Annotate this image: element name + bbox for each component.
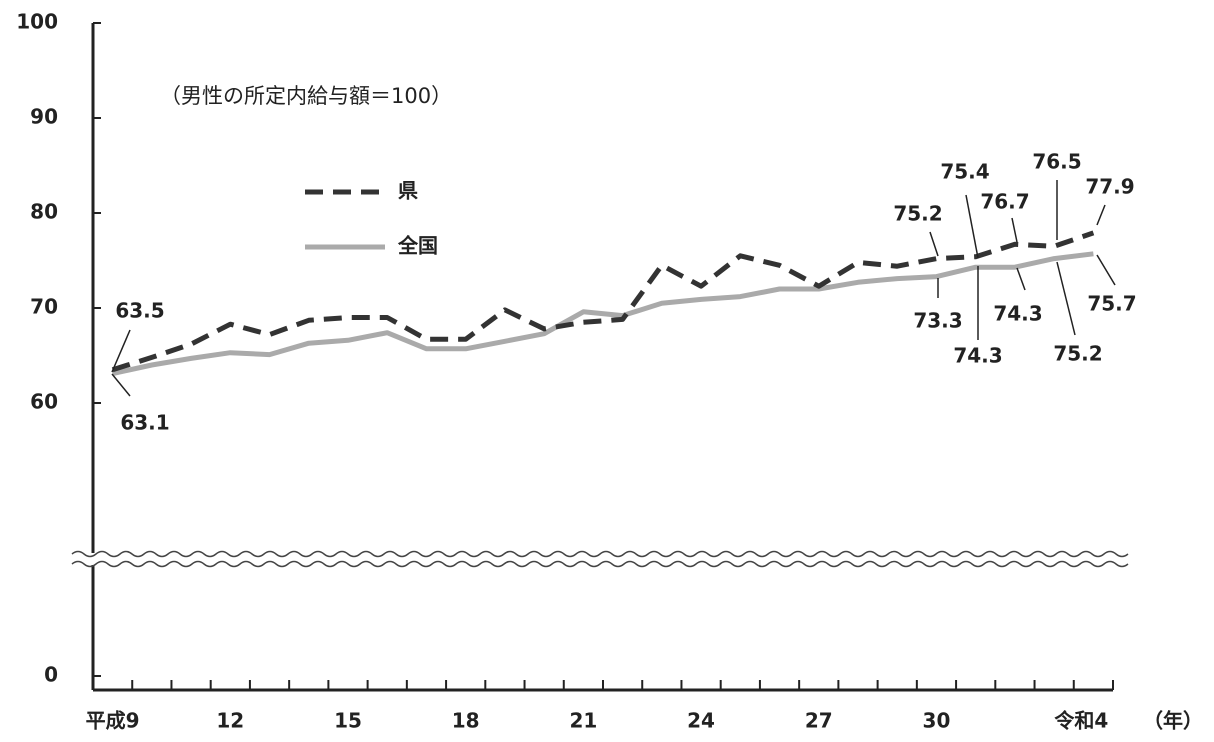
axis-break-wave	[71, 560, 1129, 568]
data-label: 74.3	[953, 344, 1002, 368]
label-leader	[1096, 254, 1116, 286]
y-tick-label: 90	[30, 105, 58, 129]
series-line	[112, 251, 1094, 377]
y-tick-label: 100	[16, 10, 58, 34]
x-tick-label: 12	[216, 709, 244, 733]
data-label: 63.1	[120, 411, 169, 435]
x-tick-label: 平成9	[86, 709, 140, 733]
x-tick-label: 令和4	[1054, 709, 1108, 733]
label-leader	[1011, 217, 1018, 243]
y-tick-label: 60	[30, 390, 58, 414]
annotation: （男性の所定内給与額＝100）	[160, 84, 452, 108]
data-label: 75.7	[1087, 292, 1136, 316]
label-leader	[1016, 267, 1026, 291]
data-label: 76.5	[1032, 150, 1081, 174]
x-tick-label: 18	[452, 709, 480, 733]
x-tick-label: 27	[805, 709, 833, 733]
legend-label: 全国	[397, 234, 438, 258]
data-label: 63.5	[115, 299, 164, 323]
data-label: 75.2	[1053, 342, 1102, 366]
y-tick-label: 80	[30, 200, 58, 224]
y-tick-label: 70	[30, 295, 58, 319]
legend-label: 県	[398, 179, 418, 203]
label-leader	[1096, 204, 1106, 226]
data-label: 77.9	[1085, 175, 1134, 199]
x-tick-label: 30	[923, 709, 951, 733]
x-tick-label: 24	[687, 709, 715, 733]
series-line	[111, 230, 1095, 373]
data-label: 73.3	[913, 309, 962, 333]
x-tick-label: 21	[569, 709, 597, 733]
data-label: 75.4	[940, 160, 989, 184]
data-label: 76.7	[980, 190, 1029, 214]
data-label: 74.3	[993, 302, 1042, 326]
y-tick-label: 0	[44, 663, 58, 687]
label-leader	[965, 194, 979, 259]
data-label: 75.2	[893, 202, 942, 226]
axis-break-wave	[71, 550, 1129, 558]
x-tick-label: 15	[334, 709, 362, 733]
label-leader	[111, 329, 131, 373]
label-leader	[111, 373, 131, 397]
label-leader	[929, 231, 939, 257]
label-leader	[1056, 261, 1076, 336]
x-axis-label: （年）	[1143, 709, 1203, 733]
